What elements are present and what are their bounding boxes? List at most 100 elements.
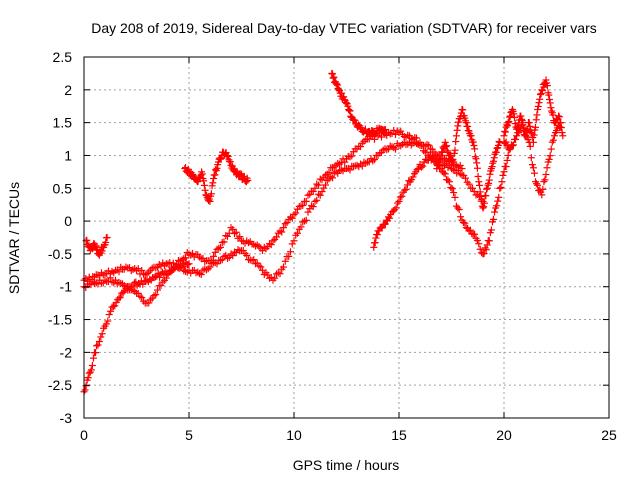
data-point bbox=[329, 70, 336, 78]
data-point bbox=[213, 260, 221, 268]
data-point bbox=[436, 156, 444, 164]
data-point bbox=[480, 199, 488, 207]
data-point bbox=[368, 126, 376, 134]
data-point bbox=[476, 245, 484, 253]
data-point bbox=[529, 164, 537, 172]
y-tick-label: -2 bbox=[60, 344, 73, 360]
data-point bbox=[156, 273, 164, 281]
data-point bbox=[534, 106, 542, 114]
data-point bbox=[504, 151, 512, 159]
data-point bbox=[329, 74, 337, 82]
data-point bbox=[469, 230, 477, 238]
data-point bbox=[511, 114, 518, 122]
x-tick-label: 25 bbox=[601, 427, 617, 443]
data-point bbox=[210, 252, 217, 260]
y-tick-label: 0.5 bbox=[53, 180, 73, 196]
data-point bbox=[278, 228, 286, 236]
data-point bbox=[542, 170, 550, 178]
data-point bbox=[500, 168, 508, 176]
data-point bbox=[483, 184, 491, 192]
data-point bbox=[491, 208, 499, 216]
data-point bbox=[357, 124, 364, 132]
data-point bbox=[455, 206, 463, 214]
data-point bbox=[542, 76, 550, 84]
data-point bbox=[483, 241, 491, 249]
data-point bbox=[505, 117, 513, 125]
data-point bbox=[92, 349, 100, 357]
data-point bbox=[329, 174, 336, 182]
data-point bbox=[322, 181, 329, 189]
data-point bbox=[301, 217, 308, 225]
data-point bbox=[543, 82, 551, 90]
data-point bbox=[147, 296, 154, 304]
data-point bbox=[116, 293, 124, 301]
data-point bbox=[182, 254, 189, 262]
data-point bbox=[333, 81, 341, 89]
data-point bbox=[214, 161, 222, 169]
data-point bbox=[436, 154, 444, 162]
data-point bbox=[537, 90, 545, 98]
data-point bbox=[527, 154, 535, 162]
data-point bbox=[499, 171, 507, 179]
data-point bbox=[115, 294, 123, 302]
data-point bbox=[373, 231, 381, 239]
data-point bbox=[461, 219, 469, 227]
data-point bbox=[267, 241, 275, 249]
data-point bbox=[109, 302, 117, 310]
data-point bbox=[138, 294, 146, 302]
data-point bbox=[453, 126, 461, 134]
data-point bbox=[342, 98, 350, 106]
data-point bbox=[294, 229, 301, 237]
data-point bbox=[205, 195, 213, 203]
data-point bbox=[183, 268, 191, 276]
x-axis-label: GPS time / hours bbox=[293, 457, 400, 473]
data-point bbox=[501, 127, 509, 135]
data-point bbox=[534, 102, 542, 110]
data-point bbox=[132, 278, 140, 286]
data-point bbox=[533, 180, 541, 188]
data-point bbox=[100, 324, 108, 332]
data-point bbox=[152, 264, 160, 272]
data-point bbox=[545, 91, 553, 99]
data-point bbox=[494, 141, 502, 149]
data-point bbox=[371, 239, 379, 247]
data-point bbox=[217, 155, 224, 163]
data-point bbox=[484, 181, 492, 189]
data-point bbox=[443, 142, 451, 150]
data-point bbox=[559, 132, 567, 140]
data-point bbox=[292, 209, 300, 217]
data-point bbox=[189, 249, 196, 257]
y-tick-label: 1 bbox=[64, 147, 72, 163]
data-point bbox=[340, 93, 348, 101]
data-point bbox=[504, 122, 511, 130]
data-point bbox=[362, 159, 370, 167]
data-point bbox=[404, 140, 412, 148]
y-tick-label: 2 bbox=[64, 82, 72, 98]
data-point bbox=[449, 155, 457, 163]
data-point bbox=[102, 234, 110, 242]
data-point bbox=[386, 214, 394, 222]
data-point bbox=[434, 162, 441, 170]
data-point bbox=[236, 233, 244, 241]
data-point bbox=[309, 187, 317, 195]
data-point bbox=[338, 89, 346, 97]
data-point bbox=[512, 135, 520, 143]
data-point bbox=[475, 178, 483, 186]
data-point bbox=[490, 215, 497, 223]
data-point bbox=[278, 265, 286, 273]
data-point bbox=[476, 188, 484, 196]
data-point bbox=[280, 224, 287, 232]
data-point bbox=[351, 162, 359, 170]
data-point bbox=[378, 224, 386, 232]
data-point bbox=[545, 155, 553, 163]
data-point bbox=[88, 362, 96, 370]
data-point bbox=[333, 80, 341, 88]
data-point bbox=[138, 266, 146, 274]
data-point bbox=[107, 307, 115, 315]
data-point bbox=[385, 213, 392, 221]
data-point bbox=[290, 237, 298, 245]
data-point bbox=[283, 219, 291, 227]
data-point bbox=[498, 178, 506, 186]
data-point bbox=[546, 95, 553, 103]
